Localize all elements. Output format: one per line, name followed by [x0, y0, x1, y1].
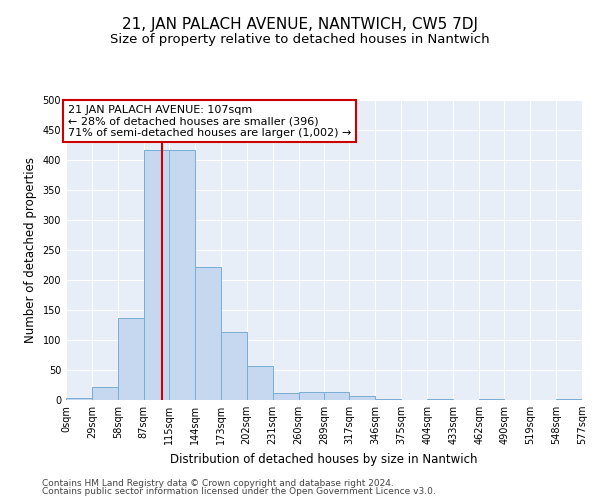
Bar [144, 150, 169, 400]
Bar [169, 150, 195, 400]
Bar [195, 267, 221, 400]
Bar [66, 398, 92, 400]
Text: Size of property relative to detached houses in Nantwich: Size of property relative to detached ho… [110, 32, 490, 46]
Bar [221, 332, 247, 400]
Text: 21, JAN PALACH AVENUE, NANTWICH, CW5 7DJ: 21, JAN PALACH AVENUE, NANTWICH, CW5 7DJ [122, 18, 478, 32]
Bar [556, 399, 582, 400]
Bar [272, 393, 299, 400]
Bar [427, 399, 453, 400]
Bar [349, 396, 376, 400]
Bar [118, 318, 144, 400]
Bar [299, 392, 325, 400]
Text: Contains public sector information licensed under the Open Government Licence v3: Contains public sector information licen… [42, 487, 436, 496]
Bar [325, 392, 349, 400]
Text: 21 JAN PALACH AVENUE: 107sqm
← 28% of detached houses are smaller (396)
71% of s: 21 JAN PALACH AVENUE: 107sqm ← 28% of de… [68, 105, 351, 138]
Bar [92, 387, 118, 400]
Y-axis label: Number of detached properties: Number of detached properties [24, 157, 37, 343]
Text: Contains HM Land Registry data © Crown copyright and database right 2024.: Contains HM Land Registry data © Crown c… [42, 478, 394, 488]
Bar [247, 366, 272, 400]
X-axis label: Distribution of detached houses by size in Nantwich: Distribution of detached houses by size … [170, 452, 478, 466]
